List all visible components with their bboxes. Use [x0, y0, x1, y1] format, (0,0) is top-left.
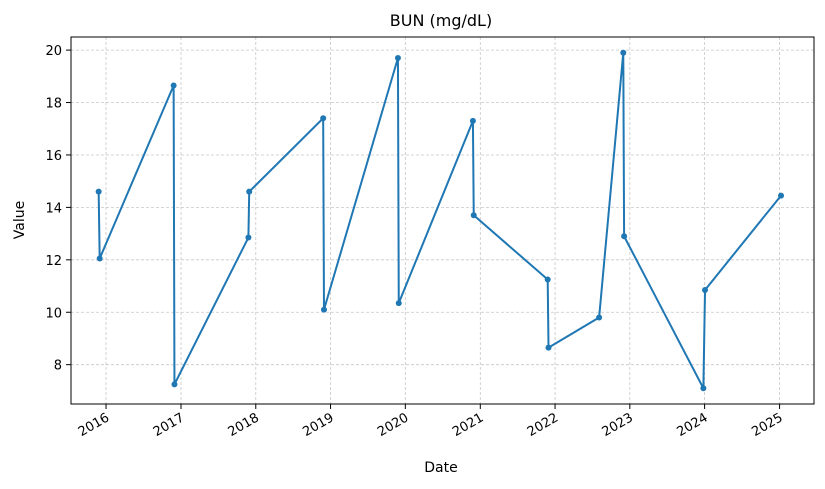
data-point [171, 381, 178, 388]
data-point [395, 300, 402, 307]
data-point [96, 255, 103, 262]
data-point [544, 276, 551, 283]
y-tick-label: 10 [45, 306, 62, 321]
data-point [620, 49, 627, 56]
x-axis-label: Date [424, 460, 457, 476]
data-point [320, 306, 327, 313]
data-point [470, 212, 477, 219]
y-tick-label: 12 [45, 254, 62, 269]
data-point [469, 117, 476, 124]
data-points [95, 49, 785, 392]
data-point [596, 314, 603, 321]
series-line [97, 51, 782, 390]
y-tick-label: 8 [54, 359, 62, 374]
chart-title: BUN (mg/dL) [390, 11, 492, 30]
data-point [621, 233, 628, 240]
data-point [545, 344, 552, 351]
y-tick-label: 18 [45, 97, 62, 112]
data-point [700, 385, 707, 392]
data-point [246, 188, 253, 195]
data-point [170, 82, 177, 89]
y-axis-label: Value [12, 201, 28, 239]
data-point [95, 188, 102, 195]
plot-frame [70, 36, 815, 405]
data-point [702, 286, 709, 293]
data-point [320, 115, 327, 122]
y-axis-ticks: 8 10 12 14 16 18 20 [45, 44, 71, 374]
y-tick-label: 14 [45, 201, 62, 216]
data-point [394, 54, 401, 61]
data-point [245, 234, 252, 241]
y-tick-label: 16 [45, 149, 62, 164]
y-tick-label: 20 [45, 44, 62, 59]
data-point [778, 192, 785, 199]
